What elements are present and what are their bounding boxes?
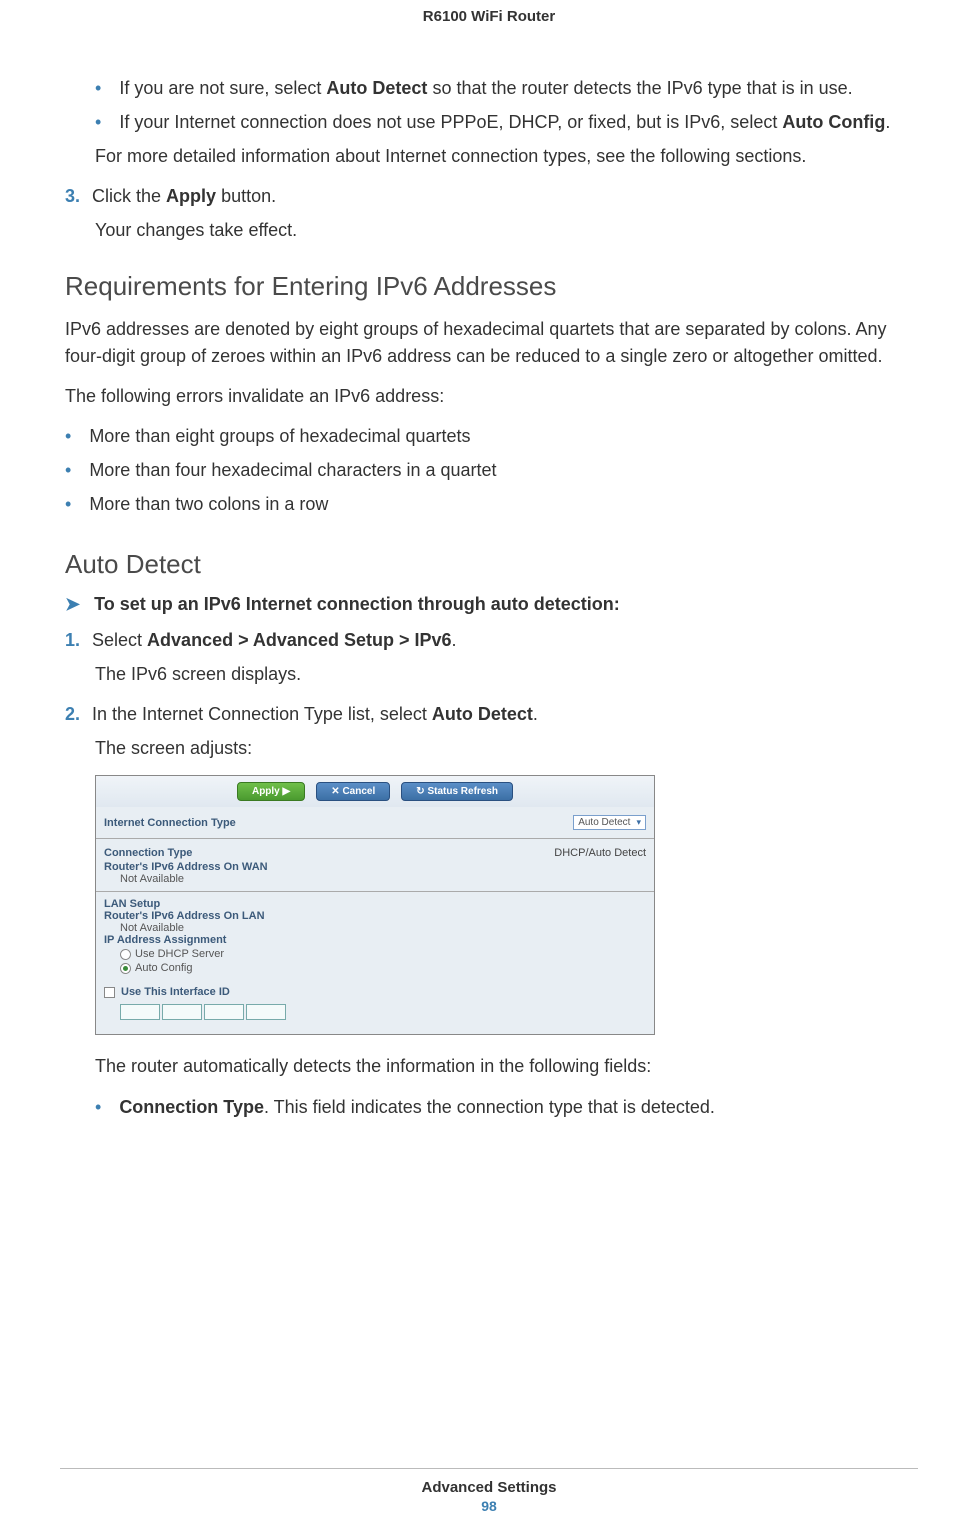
bullet-text: More than four hexadecimal characters in… [89,457,918,483]
bold-text: Advanced > Advanced Setup > IPv6 [147,630,451,650]
lan-setup-label: LAN Setup [104,898,646,910]
footer-page-number: 98 [60,1498,918,1514]
bullet-marker: • [65,423,71,449]
ip-assign-label: IP Address Assignment [104,934,646,946]
lan-value: Not Available [104,922,646,934]
bullet-item: • More than four hexadecimal characters … [65,457,918,483]
procedure-title: To set up an IPv6 Internet connection th… [94,594,918,615]
ipv6-field[interactable] [162,1004,202,1020]
status-refresh-button[interactable]: ↻ Status Refresh [401,782,513,801]
procedure-heading: ➤ To set up an IPv6 Internet connection … [65,594,918,615]
radio-icon [120,963,131,974]
bullet-marker: • [95,75,101,101]
cancel-button[interactable]: ✕ Cancel [316,782,390,801]
bullet-text: If your Internet connection does not use… [119,109,918,135]
ss-section-lan: LAN Setup Router's IPv6 Address On LAN N… [96,892,654,1034]
ss-toolbar: Apply ▶ ✕ Cancel ↻ Status Refresh [96,776,654,807]
numbered-step: 3. Click the Apply button. [65,183,918,209]
bold-text: Apply [166,186,216,206]
ipv6-field[interactable] [204,1004,244,1020]
footer-title: Advanced Settings [60,1479,918,1496]
bullet-text: More than two colons in a row [89,491,918,517]
ict-dropdown[interactable]: Auto Detect ▾ [573,815,646,830]
radio-dhcp-server[interactable]: Use DHCP Server [104,946,646,960]
bullet-marker: • [95,109,101,135]
router-ui-screenshot: Apply ▶ ✕ Cancel ↻ Status Refresh Intern… [95,775,655,1035]
bold-text: Connection Type [119,1097,264,1117]
section-heading-auto-detect: Auto Detect [65,549,918,580]
bold-text: Auto Detect [432,704,533,724]
step-number: 2. [65,701,80,727]
bullet-text: Connection Type. This field indicates th… [119,1094,918,1120]
step-number: 1. [65,627,80,653]
checkbox-label: Use This Interface ID [121,986,230,998]
numbered-step: 1. Select Advanced > Advanced Setup > IP… [65,627,918,653]
body-paragraph: The router automatically detects the inf… [65,1053,918,1079]
chevron-down-icon: ▾ [636,817,641,828]
arrow-icon: ➤ [65,594,80,615]
body-paragraph: The screen adjusts: [65,735,918,761]
body-paragraph: Your changes take effect. [65,217,918,243]
radio-label: Auto Config [135,962,192,974]
wan-label: Router's IPv6 Address On WAN [104,861,646,873]
section-heading-requirements: Requirements for Entering IPv6 Addresses [65,271,918,302]
body-paragraph: The IPv6 screen displays. [65,661,918,687]
bold-text: Auto Config [782,112,885,132]
body-paragraph: IPv6 addresses are denoted by eight grou… [65,316,918,368]
bullet-text: More than eight groups of hexadecimal qu… [89,423,918,449]
bullet-item: • If you are not sure, select Auto Detec… [65,75,918,101]
bullet-item: • Connection Type. This field indicates … [65,1094,918,1120]
checkbox-interface-id[interactable]: Use This Interface ID [104,984,646,1000]
interface-id-fields [104,1000,646,1020]
step-text: Select Advanced > Advanced Setup > IPv6. [92,627,918,653]
ct-value: DHCP/Auto Detect [554,847,646,859]
page-header: R6100 WiFi Router [0,0,978,25]
numbered-step: 2. In the Internet Connection Type list,… [65,701,918,727]
apply-button[interactable]: Apply ▶ [237,782,305,801]
page-content: • If you are not sure, select Auto Detec… [0,25,978,1120]
step-text: Click the Apply button. [92,183,918,209]
ct-label: Connection Type [104,847,192,859]
body-paragraph: The following errors invalidate an IPv6 … [65,383,918,409]
step-number: 3. [65,183,80,209]
bold-text: Auto Detect [326,78,427,98]
bullet-marker: • [65,457,71,483]
page-footer: Advanced Settings 98 [60,1468,918,1514]
bullet-item: • More than eight groups of hexadecimal … [65,423,918,449]
ipv6-field[interactable] [120,1004,160,1020]
bullet-item: • More than two colons in a row [65,491,918,517]
body-paragraph: For more detailed information about Inte… [65,143,918,169]
bullet-text: If you are not sure, select Auto Detect … [119,75,918,101]
bullet-marker: • [95,1094,101,1120]
step-text: In the Internet Connection Type list, se… [92,701,918,727]
product-name: R6100 WiFi Router [423,8,555,25]
bullet-item: • If your Internet connection does not u… [65,109,918,135]
lan-label: Router's IPv6 Address On LAN [104,910,646,922]
ss-section-ict: Internet Connection Type Auto Detect ▾ [96,807,654,839]
ipv6-field[interactable] [246,1004,286,1020]
ss-section-connection: Connection Type DHCP/Auto Detect Router'… [96,839,654,892]
radio-auto-config[interactable]: Auto Config [104,960,646,974]
radio-label: Use DHCP Server [135,948,224,960]
checkbox-icon [104,987,115,998]
bullet-marker: • [65,491,71,517]
wan-value: Not Available [104,873,646,885]
ict-label: Internet Connection Type [104,817,236,829]
radio-icon [120,949,131,960]
